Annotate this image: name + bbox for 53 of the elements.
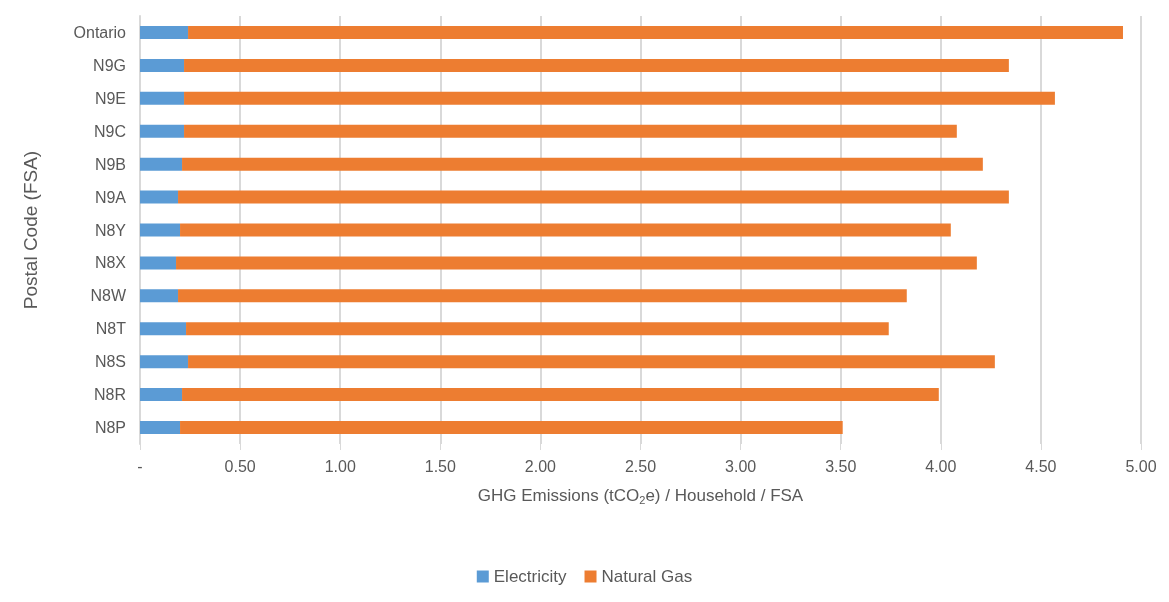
bar — [140, 355, 189, 369]
bar — [180, 223, 951, 237]
x-tick-label: 1.00 — [324, 457, 356, 475]
y-tick-label: N9E — [94, 89, 126, 107]
x-tick-label: - — [137, 457, 143, 475]
x-tick-label: 5.00 — [1125, 457, 1157, 475]
bar — [176, 256, 977, 270]
y-tick-label: N8Y — [94, 221, 127, 239]
bar — [140, 421, 181, 435]
x-tick-label: 2.00 — [524, 457, 557, 475]
bar — [140, 190, 179, 204]
legend-label: Natural Gas — [601, 567, 693, 586]
y-tick-label: N8W — [90, 287, 127, 305]
x-tick-label: 0.50 — [224, 457, 256, 475]
x-tick-label: 1.50 — [424, 457, 456, 475]
y-tick-label: N9G — [93, 56, 126, 74]
x-tick-label: 4.50 — [1025, 457, 1057, 475]
bar — [178, 190, 1009, 204]
bar — [182, 388, 939, 402]
bar — [188, 355, 995, 369]
y-tick-label: N8T — [95, 320, 127, 338]
x-tick-label: 3.00 — [725, 457, 757, 475]
x-tick-label: 3.50 — [825, 457, 857, 475]
bar — [140, 322, 187, 336]
bar — [188, 25, 1123, 39]
bar — [180, 421, 843, 435]
bar — [140, 58, 185, 72]
bar — [140, 223, 181, 237]
x-tick-label: 2.50 — [624, 457, 657, 475]
bar — [184, 58, 1009, 72]
y-axis-title: Postal Code (FSA) — [20, 150, 41, 310]
legend-label: Electricity — [493, 567, 568, 586]
y-tick-label: N8X — [94, 254, 127, 272]
bar — [178, 289, 907, 303]
bar — [184, 91, 1055, 105]
bar — [140, 25, 189, 39]
y-tick-label: N8R — [93, 386, 126, 404]
y-tick-label: N8S — [94, 353, 126, 371]
bar — [186, 322, 889, 336]
bar — [140, 124, 185, 138]
bar — [140, 256, 177, 270]
x-tick-label: 4.00 — [925, 457, 957, 475]
y-tick-label: N9A — [94, 188, 127, 206]
y-tick-label: N9C — [93, 122, 126, 140]
bar — [140, 157, 183, 171]
y-tick-label: Ontario — [73, 23, 127, 41]
y-tick-label: N8P — [94, 419, 126, 437]
bar — [140, 289, 179, 303]
y-tick-label: N9B — [94, 155, 126, 173]
bar — [184, 124, 957, 138]
bar — [182, 157, 983, 171]
bar — [140, 91, 185, 105]
bar — [140, 388, 183, 402]
